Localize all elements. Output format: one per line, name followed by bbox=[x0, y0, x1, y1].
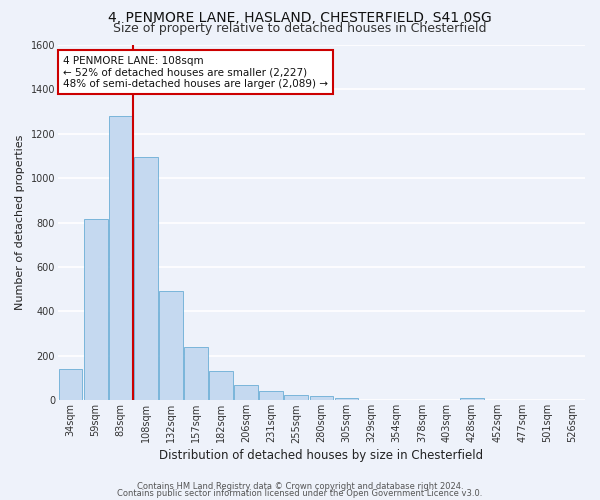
Bar bbox=[83, 220, 107, 400]
Bar bbox=[184, 347, 208, 401]
Bar bbox=[209, 372, 233, 400]
Bar bbox=[310, 396, 334, 400]
Bar bbox=[109, 116, 133, 401]
Text: Contains HM Land Registry data © Crown copyright and database right 2024.: Contains HM Land Registry data © Crown c… bbox=[137, 482, 463, 491]
Bar bbox=[259, 392, 283, 400]
Bar bbox=[460, 398, 484, 400]
Bar bbox=[159, 292, 183, 401]
Text: 4, PENMORE LANE, HASLAND, CHESTERFIELD, S41 0SG: 4, PENMORE LANE, HASLAND, CHESTERFIELD, … bbox=[108, 11, 492, 25]
Bar bbox=[284, 396, 308, 400]
Bar bbox=[335, 398, 358, 400]
Bar bbox=[59, 369, 82, 400]
Text: Size of property relative to detached houses in Chesterfield: Size of property relative to detached ho… bbox=[113, 22, 487, 35]
X-axis label: Distribution of detached houses by size in Chesterfield: Distribution of detached houses by size … bbox=[160, 450, 484, 462]
Text: 4 PENMORE LANE: 108sqm
← 52% of detached houses are smaller (2,227)
48% of semi-: 4 PENMORE LANE: 108sqm ← 52% of detached… bbox=[63, 56, 328, 89]
Text: Contains public sector information licensed under the Open Government Licence v3: Contains public sector information licen… bbox=[118, 489, 482, 498]
Bar bbox=[234, 384, 258, 400]
Bar bbox=[134, 157, 158, 400]
Y-axis label: Number of detached properties: Number of detached properties bbox=[15, 135, 25, 310]
